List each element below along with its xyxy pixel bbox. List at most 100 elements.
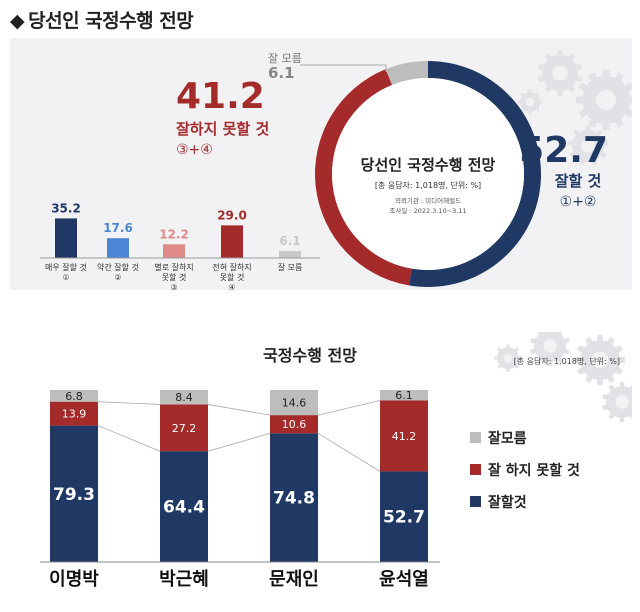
bottom-chart: 국정수행 전망 [총 응답자: 1,018명, 단위: %] 79.3 13.9 6… bbox=[40, 325, 640, 590]
stacked-bar-segment bbox=[50, 425, 98, 562]
bottom-panel: 국정수행 전망 [총 응답자: 1,018명, 단위: %] 79.3 13.9 6… bbox=[10, 325, 640, 602]
gear-tooth bbox=[539, 100, 543, 104]
gear-tooth bbox=[494, 356, 498, 360]
gear-tooth bbox=[557, 89, 563, 96]
stacked-bar-category: 박근혜 bbox=[159, 569, 209, 590]
legend-label: 잘 하지 못할 것 bbox=[488, 462, 580, 479]
gear-tooth bbox=[547, 360, 553, 367]
legend-swatch bbox=[470, 432, 481, 443]
gear-icon bbox=[494, 344, 522, 372]
gear-icon bbox=[567, 125, 609, 166]
stacked-bar-segment bbox=[270, 433, 318, 562]
unknown-value: 6.1 bbox=[268, 64, 295, 82]
series-connector bbox=[317, 400, 381, 416]
gear-icon bbox=[575, 69, 637, 131]
stacked-bar-segment bbox=[50, 401, 98, 426]
donut-center-title: 당선인 국정수행 전망 bbox=[361, 156, 496, 174]
series-connector bbox=[97, 425, 161, 452]
detail-bar-category: ③ bbox=[170, 283, 177, 290]
gear-tooth bbox=[506, 368, 510, 372]
detail-bar-category: 못할 것 bbox=[220, 272, 245, 282]
diamond-icon: ◆ bbox=[10, 10, 25, 32]
gear-decoration-icon bbox=[517, 50, 637, 166]
detail-bar-category: ① bbox=[62, 273, 69, 282]
stacked-bar-value: 13.9 bbox=[62, 408, 87, 421]
gear-icon bbox=[537, 50, 583, 96]
gear-tooth bbox=[557, 50, 563, 57]
gear-tooth bbox=[528, 111, 532, 115]
detail-bar bbox=[221, 225, 243, 258]
detail-bar-category: 매우 잘할 것 bbox=[45, 262, 87, 272]
gear-hole bbox=[591, 351, 609, 369]
stacked-bar-segment bbox=[160, 451, 208, 562]
gear-tooth bbox=[517, 100, 521, 104]
donut-chart: 당선인 국정수행 전망 [총 응답자: 1,018명, 단위: %] 의뢰기관 : … bbox=[315, 61, 541, 287]
detail-bar-category: 전혀 잘하지 bbox=[212, 262, 251, 272]
stacked-bar-segment bbox=[380, 390, 428, 401]
gear-tooth bbox=[619, 416, 625, 423]
gear-hole bbox=[595, 89, 617, 111]
stacked-bar-segment bbox=[50, 390, 98, 402]
bad-value: 41.2 bbox=[176, 76, 265, 117]
detail-bar-category: ④ bbox=[228, 283, 235, 290]
stacked-bar-category: 이명박 bbox=[49, 569, 99, 590]
detail-bar-value: 6.1 bbox=[279, 234, 300, 248]
legend-label: 잘모름 bbox=[488, 431, 527, 447]
gear-tooth bbox=[619, 381, 625, 388]
legend-swatch bbox=[470, 496, 481, 507]
gear-tooth bbox=[602, 69, 610, 79]
detail-bar-category: 약간 잘할 것 bbox=[97, 262, 139, 272]
gear-tooth bbox=[574, 357, 582, 363]
gear-hole bbox=[552, 65, 568, 81]
gear-icon bbox=[602, 381, 640, 423]
gear-hole bbox=[503, 353, 513, 363]
gear-tooth bbox=[575, 96, 585, 104]
stacked-bar-value: 6.1 bbox=[395, 389, 413, 402]
stacked-bar-segment bbox=[160, 404, 208, 452]
donut-slice bbox=[385, 61, 428, 85]
gear-tooth bbox=[585, 125, 591, 132]
donut-period: 조사일 : 2022.3.10~3.11 bbox=[389, 206, 466, 215]
detail-bar bbox=[55, 218, 77, 258]
page-title: ◆ 당선인 국정수행 전망 bbox=[10, 6, 194, 33]
unknown-label: 잘 모름 bbox=[268, 52, 302, 65]
good-label: 잘할 것 bbox=[555, 172, 602, 190]
gear-tooth bbox=[597, 378, 603, 386]
stacked-bar-segment bbox=[380, 400, 428, 472]
series-connector bbox=[317, 433, 381, 472]
stacked-bar-value: 41.2 bbox=[392, 430, 417, 443]
legend-label: 잘할것 bbox=[488, 494, 527, 511]
series-connector bbox=[97, 401, 161, 405]
stacked-bar-category: 윤석열 bbox=[379, 569, 429, 590]
stacked-bar-value: 8.4 bbox=[175, 391, 193, 404]
gear-tooth bbox=[602, 121, 610, 131]
bottom-chart-title: 국정수행 전망 bbox=[263, 346, 357, 365]
gear-tooth bbox=[618, 357, 626, 363]
gear-tooth bbox=[528, 89, 532, 93]
detail-bar-category: 못할 것 bbox=[162, 272, 187, 282]
stacked-bar-segment bbox=[270, 415, 318, 434]
gear-tooth bbox=[518, 356, 522, 360]
detail-bar bbox=[163, 244, 185, 258]
stacked-bar-chart: 79.3 13.9 6.8 이명박 64.4 27.2 8.4 박근혜 74.8 10.6 14.6… bbox=[40, 389, 440, 590]
stacked-bar-value: 79.3 bbox=[53, 485, 95, 505]
legend-swatch bbox=[470, 464, 481, 475]
detail-bar bbox=[279, 251, 301, 258]
detail-bar-value: 12.2 bbox=[159, 227, 189, 241]
donut-hole bbox=[332, 78, 524, 270]
gear-tooth bbox=[597, 334, 603, 342]
stacked-bar-value: 74.8 bbox=[273, 489, 315, 509]
donut-agency: 의뢰기관 : 미디어헤럴드 bbox=[395, 196, 461, 205]
good-sub: ①+② bbox=[560, 194, 597, 210]
bad-label: 잘하지 못할 것 bbox=[176, 120, 269, 138]
stacked-bar-value: 27.2 bbox=[172, 422, 197, 435]
gear-hole bbox=[581, 139, 595, 153]
stacked-bar-category: 문재인 bbox=[269, 569, 319, 590]
detail-bar-value: 29.0 bbox=[217, 208, 247, 222]
stacked-bar-value: 14.6 bbox=[282, 397, 307, 410]
gear-icon bbox=[574, 334, 626, 386]
